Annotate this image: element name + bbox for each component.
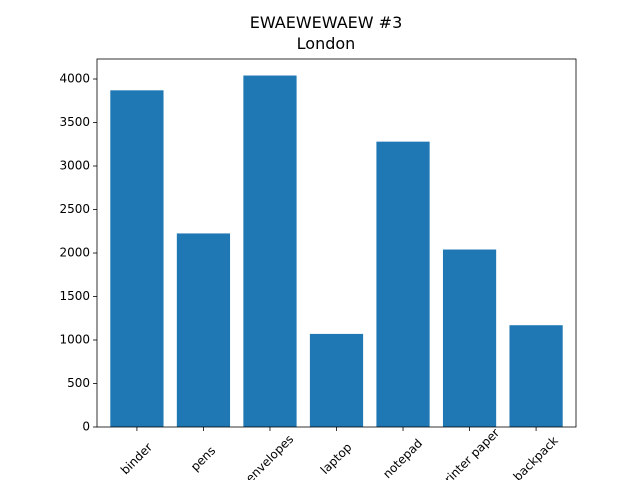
bar [110,90,164,427]
y-tick-label: 3000 [59,159,90,173]
bar [376,141,430,427]
bar [442,249,497,427]
chart-title: EWAEWEWAEW #3 [250,13,403,32]
y-tick-label: 4000 [59,72,90,86]
bar [243,75,297,428]
chart-subtitle: London [297,34,356,53]
plot-frame [96,58,577,428]
y-tick-label: 3500 [59,115,90,129]
y-tick-label: 500 [67,376,90,390]
bar [509,325,563,427]
y-tick-label: 1000 [59,333,90,347]
y-tick-label: 2000 [59,246,90,260]
bar [309,333,364,427]
y-tick-label: 1500 [59,289,90,303]
y-tick-label: 2500 [59,202,90,216]
y-tick-label: 0 [82,420,90,434]
bar [176,233,231,427]
